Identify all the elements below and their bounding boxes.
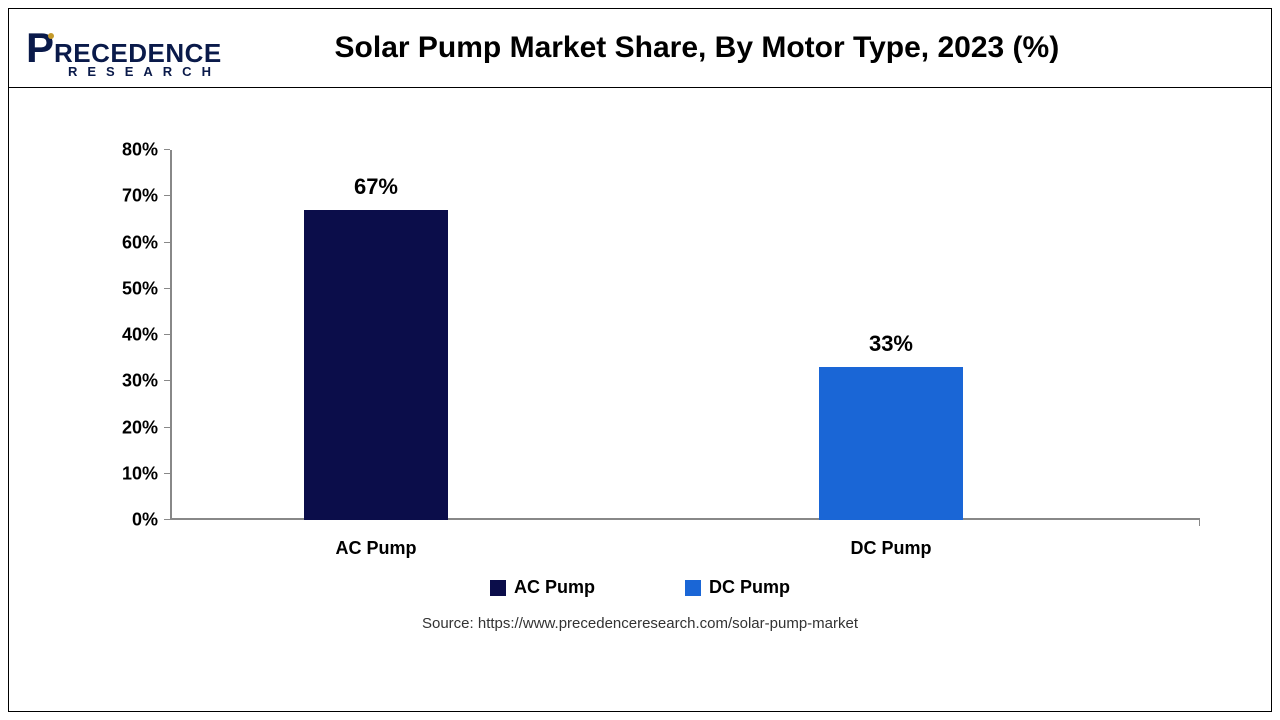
bar: 33% xyxy=(819,367,963,520)
logo-brand-top: RECEDENCE xyxy=(54,40,222,66)
y-tick-label: 60% xyxy=(122,232,158,253)
legend: AC Pump DC Pump xyxy=(60,577,1220,598)
bar: 67% xyxy=(304,210,448,520)
logo-brand-sub: RESEARCH xyxy=(68,64,221,79)
x-axis-right-tick xyxy=(1199,520,1200,526)
category-label: DC Pump xyxy=(851,538,932,559)
logo-p-cap: P xyxy=(26,27,54,69)
chart-area: 0% 10% 20% 30% 40% 50% 60% 70% 80% 67% AC Pump 33% D… xyxy=(60,120,1220,650)
y-axis-line xyxy=(170,150,172,520)
title-bar: P RECEDENCE RESEARCH Solar Pump Market S… xyxy=(8,8,1272,88)
y-tick-mark xyxy=(164,473,170,474)
legend-item: DC Pump xyxy=(685,577,790,598)
legend-swatch-icon xyxy=(685,580,701,596)
bar-value-label: 33% xyxy=(869,331,913,357)
y-tick-mark xyxy=(164,334,170,335)
y-tick-mark xyxy=(164,380,170,381)
legend-label: DC Pump xyxy=(709,577,790,598)
plot-region: 0%10%20%30%40%50%60%70%80%67%AC Pump33%D… xyxy=(170,150,1200,520)
source-line: Source: https://www.precedenceresearch.c… xyxy=(60,615,1220,632)
y-tick-mark xyxy=(164,242,170,243)
y-tick-label: 80% xyxy=(122,140,158,161)
brand-logo: P RECEDENCE xyxy=(26,27,222,69)
y-tick-label: 0% xyxy=(132,510,158,531)
logo-dot-icon xyxy=(48,33,54,39)
legend-item: AC Pump xyxy=(490,577,595,598)
y-tick-label: 20% xyxy=(122,417,158,438)
y-tick-mark xyxy=(164,288,170,289)
bar-value-label: 67% xyxy=(354,174,398,200)
y-tick-mark xyxy=(164,195,170,196)
y-tick-label: 40% xyxy=(122,325,158,346)
y-tick-mark xyxy=(164,427,170,428)
y-tick-label: 30% xyxy=(122,371,158,392)
y-tick-mark xyxy=(164,149,170,150)
y-tick-label: 50% xyxy=(122,278,158,299)
y-tick-mark xyxy=(164,519,170,520)
legend-swatch-icon xyxy=(490,580,506,596)
legend-label: AC Pump xyxy=(514,577,595,598)
y-tick-label: 70% xyxy=(122,186,158,207)
y-tick-label: 10% xyxy=(122,463,158,484)
category-label: AC Pump xyxy=(336,538,417,559)
chart-title: Solar Pump Market Share, By Motor Type, … xyxy=(222,31,1272,65)
